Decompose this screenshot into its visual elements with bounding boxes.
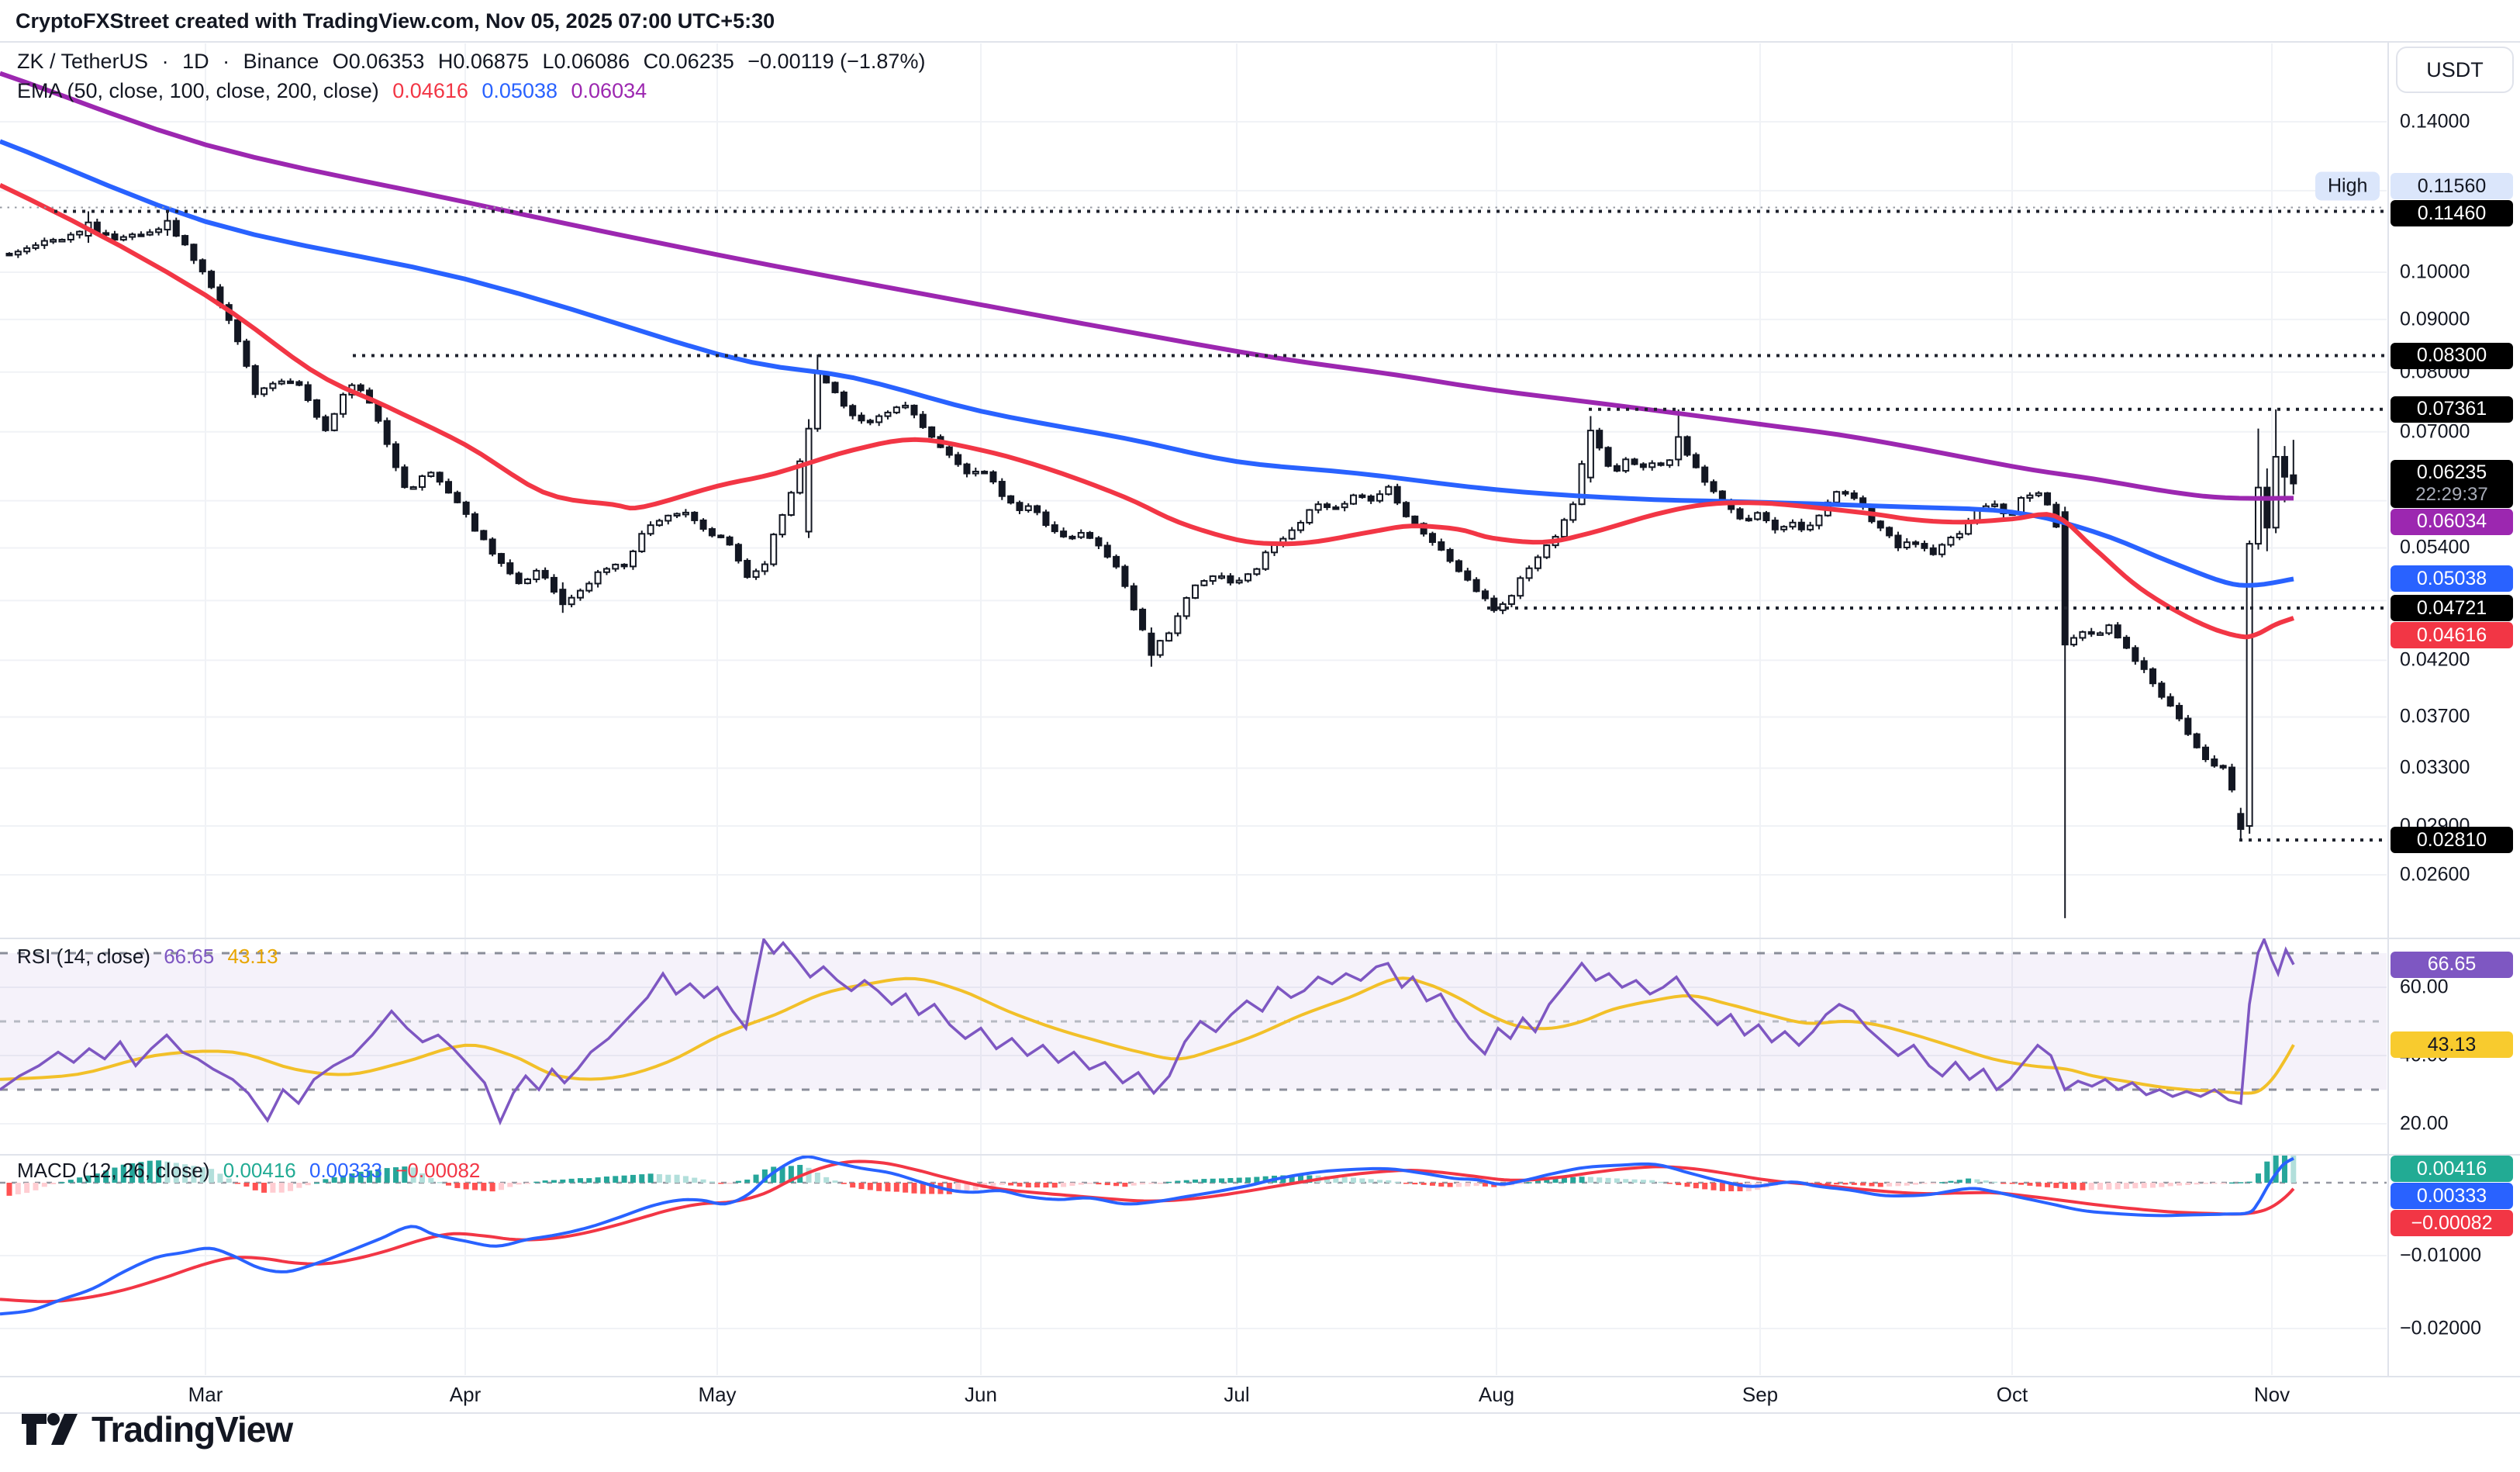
- price-badge: 0.00416: [2391, 1156, 2513, 1182]
- price-badge: 0.11560: [2391, 173, 2513, 199]
- rsi-tick-label: 20.00: [2400, 1112, 2449, 1135]
- price-badge: 43.13: [2391, 1031, 2513, 1059]
- tradingview-logo[interactable]: TradingView: [20, 1408, 293, 1450]
- exchange-label: Binance: [243, 50, 319, 73]
- ohlc-high: H0.06875: [437, 50, 529, 73]
- macd-signal-value: −0.00082: [395, 1159, 481, 1182]
- change-value: −0.00119 (−1.87%): [747, 50, 926, 73]
- legend-separator: ·: [223, 50, 230, 73]
- ohlc-close: C0.06235: [643, 50, 734, 73]
- grid-lines: [0, 43, 2387, 1375]
- currency-toggle-button[interactable]: USDT: [2396, 47, 2514, 93]
- price-badge: 0.11460: [2391, 200, 2513, 226]
- price-badge: 66.65: [2391, 951, 2513, 978]
- ohlc-open: O0.06353: [332, 50, 425, 73]
- symbol-legend[interactable]: ZK / TetherUS · 1D · Binance O0.06353 H0…: [17, 50, 933, 74]
- macd-signal-line: [0, 1159, 2295, 1304]
- time-axis-label: May: [698, 1383, 737, 1406]
- ema-lines: [0, 71, 2295, 640]
- price-tick-label: 0.10000: [2400, 261, 2470, 283]
- ema-title[interactable]: EMA (50, close, 100, close, 200, close): [17, 79, 379, 102]
- ema100-line: [0, 139, 2294, 588]
- ema50-value: 0.04616: [392, 79, 468, 102]
- time-axis-label: Jun: [965, 1383, 997, 1406]
- rsi-ma-line: [0, 976, 2295, 1095]
- macd-pane: [0, 1156, 2387, 1316]
- price-tick-label: 0.14000: [2400, 110, 2470, 133]
- price-badge: 0.06034: [2391, 508, 2513, 535]
- price-badge: 0.00333: [2391, 1183, 2513, 1209]
- price-tick-label: 0.09000: [2400, 308, 2470, 330]
- macd-tick-label: −0.02000: [2400, 1317, 2481, 1339]
- ema200-line: [0, 71, 2294, 501]
- ema50-line: [0, 182, 2295, 640]
- macd-title[interactable]: MACD (12, 26, close): [17, 1159, 210, 1182]
- tradingview-logo-icon: [22, 1413, 78, 1445]
- price-tick-label: 0.03300: [2400, 756, 2470, 779]
- key-level-lines: [0, 206, 2387, 842]
- time-axis-label: Oct: [1996, 1383, 2028, 1406]
- macd-indicator-legend[interactable]: MACD (12, 26, close) 0.00416 0.00333 −0.…: [17, 1159, 488, 1183]
- time-axis-label: Mar: [188, 1383, 223, 1406]
- pane-separators: [0, 41, 2520, 1414]
- rsi-value: 66.65: [164, 945, 215, 968]
- rsi-pane: [0, 938, 2387, 1126]
- rsi-title[interactable]: RSI (14, close): [17, 945, 150, 968]
- price-tick-label: 0.05400: [2400, 536, 2470, 558]
- time-axis[interactable]: Mar Apr May Jun Jul Aug Sep Oct Nov: [0, 1377, 2520, 1414]
- price-badge: 0.05038: [2391, 565, 2513, 593]
- tradingview-logo-text: TradingView: [91, 1409, 293, 1450]
- time-axis-label: Apr: [449, 1383, 482, 1406]
- macd-tick-label: −0.01000: [2400, 1244, 2481, 1266]
- price-tick-label: 0.04200: [2400, 648, 2470, 671]
- symbol-name[interactable]: ZK / TetherUS: [17, 50, 149, 73]
- ohlc-low: L0.06086: [542, 50, 630, 73]
- candlestick-layer: [5, 211, 2297, 918]
- macd-line: [0, 1156, 2294, 1316]
- legend-separator: ·: [161, 50, 169, 73]
- macd-line-value: 0.00333: [309, 1159, 382, 1182]
- price-badge: 0.04721: [2391, 594, 2513, 621]
- rsi-ma-value: 43.13: [227, 945, 278, 968]
- price-badge: 0.02810: [2391, 827, 2513, 854]
- price-badge: 0.06235 22:29:37: [2391, 459, 2513, 508]
- interval-label[interactable]: 1D: [182, 50, 209, 73]
- rsi-indicator-legend[interactable]: RSI (14, close) 66.65 43.13: [17, 945, 286, 969]
- macd-hist-value: 0.00416: [223, 1159, 296, 1182]
- ema-indicator-legend[interactable]: EMA (50, close, 100, close, 200, close) …: [17, 79, 654, 103]
- time-axis-label: Sep: [1742, 1383, 1779, 1406]
- price-scale[interactable]: USDT 0.14000 0.10000 0.09000 0.08000 0.07000…: [2388, 0, 2520, 1472]
- ema200-value: 0.06034: [571, 79, 647, 102]
- rsi-tick-label: 60.00: [2400, 976, 2449, 998]
- price-badge: 0.07361: [2391, 396, 2513, 423]
- time-axis-label: Nov: [2253, 1383, 2290, 1406]
- price-badge: −0.00082: [2391, 1210, 2513, 1236]
- price-tick-label: 0.07000: [2400, 420, 2470, 443]
- rsi-line: [0, 938, 2295, 1126]
- time-axis-label: Aug: [1478, 1383, 1515, 1406]
- price-badge: 0.04616: [2391, 621, 2513, 648]
- time-axis-label: Jul: [1224, 1383, 1250, 1406]
- attribution-text: CryptoFXStreet created with TradingView.…: [16, 9, 775, 33]
- ema100-value: 0.05038: [482, 79, 558, 102]
- price-tick-label: 0.02600: [2400, 863, 2470, 886]
- price-badge: 0.08300: [2391, 342, 2513, 369]
- price-tick-label: 0.03700: [2400, 705, 2470, 727]
- high-price-marker: High: [2315, 171, 2380, 201]
